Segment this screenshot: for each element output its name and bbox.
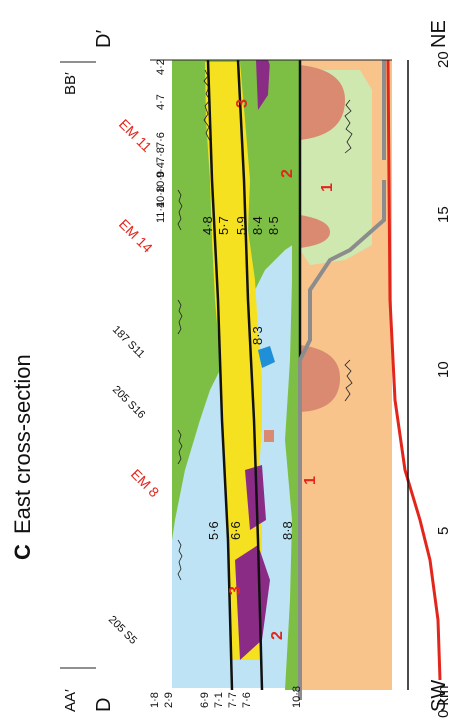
unit-number-3-top: 3: [234, 99, 251, 108]
depth-top-3: 7·6: [155, 132, 167, 148]
depth-top-5: 9·4: [155, 162, 167, 178]
section-left-label: AA′: [62, 689, 79, 712]
inner-5-9: 5·9: [234, 216, 249, 235]
distance-axis: 0 km 5 10 15 20: [407, 51, 452, 718]
depth-top-7: 10·8: [155, 186, 167, 208]
well-em11: EM 11: [116, 116, 155, 155]
salmon-dome-3: [300, 345, 340, 412]
unit-numbers: 3 2 1 3 2 1: [227, 99, 336, 640]
well-205s16: 205 S16: [110, 384, 147, 421]
boundary-upper: [206, 59, 234, 691]
cross-section-body: [172, 60, 392, 690]
depth-top-4: 7·8: [155, 147, 167, 163]
depth-top-6: 10·0: [155, 171, 167, 193]
axis-tick-15: 15: [435, 206, 452, 223]
inner-8-5: 8·5: [266, 216, 281, 235]
depth-labels-top: 4·2 4·7 7·6 7·8 9·4 10·0 10·8 11·4: [155, 59, 167, 223]
depth-labels-bottom: 1·8 2·9 6·9 7·1 7·7 7·6 10·8: [149, 686, 303, 708]
salmon-dome-2: [300, 215, 330, 248]
depth-top-2: 4·7: [155, 94, 167, 110]
depth-bottom-7: 10·8: [291, 686, 303, 708]
inner-4-8: 4·8: [200, 216, 215, 235]
well-em14: EM 14: [116, 216, 156, 256]
depth-bottom-4: 7·1: [213, 692, 225, 708]
blue-lens: [258, 346, 275, 368]
endpoint-left-label: D: [93, 698, 115, 712]
axis-unit-label: 0 km: [435, 685, 452, 718]
section-right-label: BB′: [62, 72, 79, 95]
stratigraphic-boundaries: [206, 59, 442, 700]
axis-tick-5: 5: [435, 527, 452, 535]
green-unit-lower: [268, 60, 300, 690]
inner-8-8: 8·8: [280, 521, 295, 540]
depth-top-1: 4·2: [155, 59, 167, 75]
salmon-block: [264, 430, 274, 442]
depth-bottom-3: 6·9: [199, 692, 211, 708]
inner-8-4: 8·4: [250, 216, 265, 235]
axis-tick-20: 20: [435, 51, 452, 68]
well-187s11: 187 S11: [110, 324, 147, 361]
yellow-unit-3: [205, 62, 262, 660]
basement-gray-line: [298, 60, 386, 700]
red-line: [386, 59, 442, 681]
endpoint-right-label: D′: [93, 30, 115, 48]
inner-5-6: 5·6: [206, 521, 221, 540]
inner-depth-labels: 4·8 5·7 5·9 8·4 8·5 8·3 5·6 6·6 8·8: [200, 216, 295, 540]
depth-bottom-1: 1·8: [149, 692, 161, 708]
panel-letter: C: [10, 544, 35, 560]
direction-ne: NE: [428, 20, 450, 48]
unit-number-2-bottom: 2: [269, 631, 286, 640]
purple-lens-1: [256, 60, 270, 110]
unit-number-1-top: 1: [319, 183, 336, 192]
salmon-dome-1: [300, 65, 345, 140]
depth-bottom-6: 7·6: [241, 692, 253, 708]
depth-top-8: 11·4: [155, 202, 167, 223]
well-em8: EM 8: [128, 466, 163, 501]
inner-8-3: 8·3: [250, 326, 265, 345]
depth-bottom-5: 7·7: [227, 692, 239, 708]
boundary-middle: [236, 59, 264, 691]
unit-number-3-bottom: 3: [227, 586, 244, 595]
well-205s5: 205 S5: [106, 614, 139, 647]
axis-tick-10: 10: [435, 361, 452, 378]
unit-number-1-bottom: 1: [302, 476, 319, 485]
unit-number-2-top: 2: [279, 169, 296, 178]
direction-sw: SW: [428, 680, 450, 712]
inner-5-7: 5·7: [216, 216, 231, 235]
well-logs: [177, 69, 353, 581]
inner-6-6: 6·6: [228, 521, 243, 540]
depth-bottom-2: 2·9: [163, 692, 175, 708]
panel-title: East cross-section: [10, 354, 35, 534]
